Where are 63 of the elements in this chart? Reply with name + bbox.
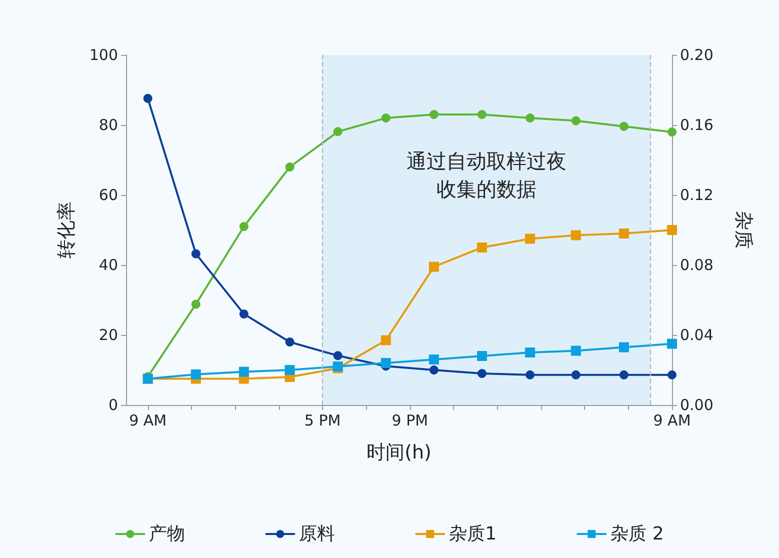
y-tick-label: 20 xyxy=(98,326,118,344)
point xyxy=(429,366,438,374)
y-tick-label: 40 xyxy=(98,256,118,274)
point xyxy=(571,370,580,380)
point xyxy=(285,338,294,346)
point xyxy=(239,222,248,231)
point xyxy=(191,300,200,309)
point xyxy=(143,94,152,103)
legend-label: 产物 xyxy=(149,524,186,544)
y-tick-label: 60 xyxy=(98,186,118,204)
y2-tick-label: 0.12 xyxy=(680,186,714,204)
x-tick-label: 5 PM xyxy=(304,412,341,430)
y2-axis-title: 杂质 xyxy=(732,211,754,249)
point xyxy=(525,234,536,244)
point xyxy=(428,354,439,364)
point xyxy=(667,225,677,235)
point xyxy=(284,365,295,375)
x-tick-label: 9 AM xyxy=(129,412,167,430)
point xyxy=(476,242,487,252)
point xyxy=(478,110,486,119)
point xyxy=(380,335,391,346)
point xyxy=(526,370,535,380)
point xyxy=(285,162,294,172)
y2-tick-label: 0.04 xyxy=(680,326,714,344)
point xyxy=(333,351,342,360)
y2-tick-label: 0.20 xyxy=(680,46,714,64)
legend-label: 杂质1 xyxy=(449,524,497,544)
point xyxy=(380,358,391,368)
x-axis-title: 时间(h) xyxy=(366,442,432,464)
point xyxy=(619,370,628,380)
point xyxy=(618,342,629,352)
x-tick-label: 9 AM xyxy=(653,412,691,430)
y2-tick-label: 0.16 xyxy=(680,116,714,134)
point xyxy=(668,370,676,380)
point xyxy=(476,351,487,361)
y-axis-title: 转化率 xyxy=(56,202,78,258)
point xyxy=(238,366,249,377)
point xyxy=(618,228,629,238)
y-tick-label: 100 xyxy=(89,46,118,64)
point xyxy=(526,114,535,122)
x-tick-label: 9 PM xyxy=(392,412,428,430)
point xyxy=(381,114,390,122)
point xyxy=(570,346,581,356)
band-label: 通过自动取样过夜收集的数据 xyxy=(406,149,566,201)
y2-tick-label: 0.00 xyxy=(680,396,714,414)
legend-label: 杂质 2 xyxy=(610,524,664,544)
y-tick-label: 0 xyxy=(108,396,118,414)
point xyxy=(571,116,580,126)
point xyxy=(191,249,200,258)
point xyxy=(333,127,342,136)
y2-tick-label: 0.08 xyxy=(680,256,714,274)
point xyxy=(429,110,438,119)
y-tick-label: 80 xyxy=(98,116,118,134)
point xyxy=(478,369,486,378)
legend-label: 原料 xyxy=(299,524,336,544)
point xyxy=(428,262,439,272)
point xyxy=(619,122,628,131)
point xyxy=(667,338,677,349)
point xyxy=(668,128,676,136)
point xyxy=(525,348,536,358)
point xyxy=(570,230,581,240)
point xyxy=(190,369,201,380)
point xyxy=(239,310,248,318)
